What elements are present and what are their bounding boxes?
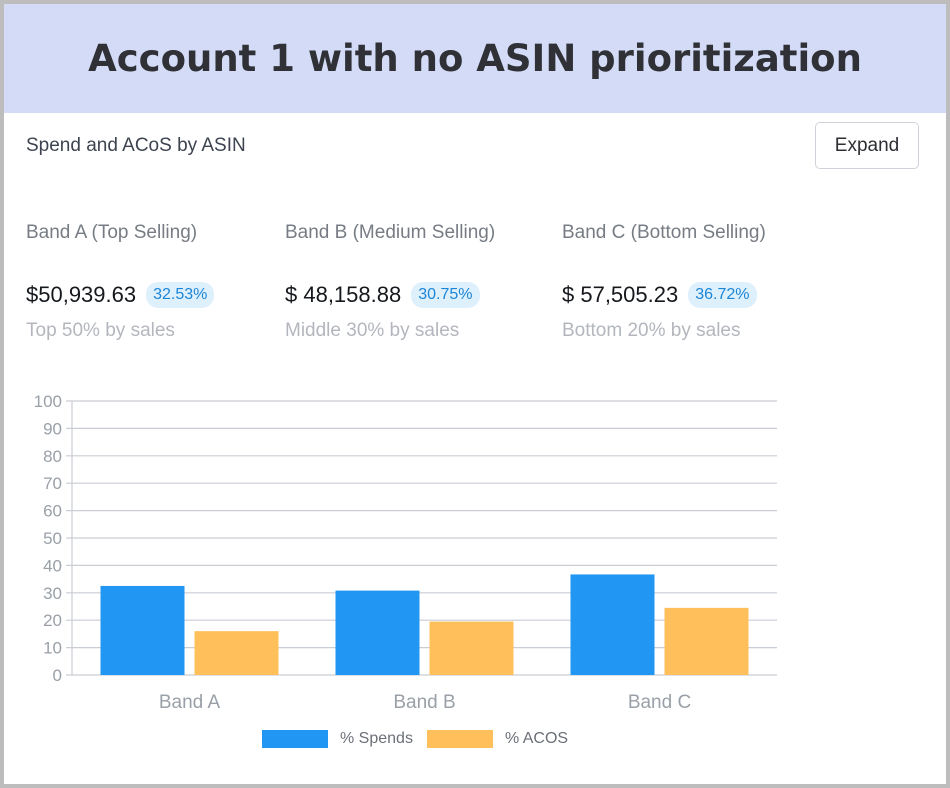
y-tick-label: 60	[43, 502, 62, 521]
banner: Account 1 with no ASIN prioritization	[4, 4, 946, 113]
band-c-summary: Band C (Bottom Selling) $ 57,505.23 36.7…	[562, 222, 766, 342]
chart-legend: % Spends % ACOS	[262, 730, 582, 748]
expand-button[interactable]: Expand	[815, 122, 919, 169]
y-tick-label: 20	[43, 611, 62, 630]
banner-title: Account 1 with no ASIN prioritization	[88, 37, 862, 80]
bar-spends	[100, 585, 185, 675]
x-tick-label: Band A	[159, 692, 221, 713]
band-subtitle: Top 50% by sales	[26, 320, 175, 341]
legend-swatch	[262, 730, 328, 748]
y-tick-label: 80	[43, 447, 62, 466]
y-tick-label: 50	[43, 529, 62, 548]
band-percent-badge: 32.53%	[146, 282, 215, 308]
legend-swatch	[426, 730, 493, 748]
y-tick-label: 0	[53, 666, 62, 685]
band-percent-badge: 36.72%	[688, 282, 757, 308]
x-tick-label: Band C	[628, 692, 691, 713]
bar-spends	[570, 574, 655, 675]
band-b-summary: Band B (Medium Selling) $ 48,158.88 30.7…	[285, 222, 495, 342]
legend-item-acos[interactable]: % ACOS	[426, 730, 569, 748]
y-tick-label: 10	[43, 639, 62, 658]
band-name: Band B (Medium Selling)	[285, 222, 496, 243]
bar-acos	[194, 631, 279, 675]
legend-label: % ACOS	[504, 730, 569, 747]
bar-acos	[664, 607, 749, 675]
y-tick-label: 30	[43, 584, 62, 603]
bar-spends	[335, 590, 420, 675]
card-title: Spend and ACoS by ASIN	[26, 135, 246, 156]
band-percent-badge: 30.75%	[411, 282, 480, 308]
y-tick-label: 100	[34, 392, 62, 411]
bar-acos	[429, 621, 514, 675]
band-amount: $ 48,158.88	[285, 282, 402, 307]
band-amount: $50,939.63	[26, 282, 137, 307]
band-a-summary: Band A (Top Selling) $50,939.63 32.53% T…	[26, 222, 215, 342]
legend-item-spends[interactable]: % Spends	[262, 730, 413, 748]
band-name: Band A (Top Selling)	[26, 222, 198, 243]
legend-label: % Spends	[340, 730, 413, 747]
band-subtitle: Bottom 20% by sales	[562, 320, 741, 341]
band-amount: $ 57,505.23	[562, 282, 679, 307]
band-subtitle: Middle 30% by sales	[285, 320, 460, 341]
band-name: Band C (Bottom Selling)	[562, 222, 766, 243]
y-tick-label: 40	[43, 556, 62, 575]
y-tick-label: 90	[43, 419, 62, 438]
y-tick-label: 70	[43, 474, 62, 493]
bar-chart: 0 10 20 30 40 50 60 70 80 90 100 Band A Band B Band C	[34, 392, 777, 713]
x-tick-label: Band B	[393, 692, 455, 713]
